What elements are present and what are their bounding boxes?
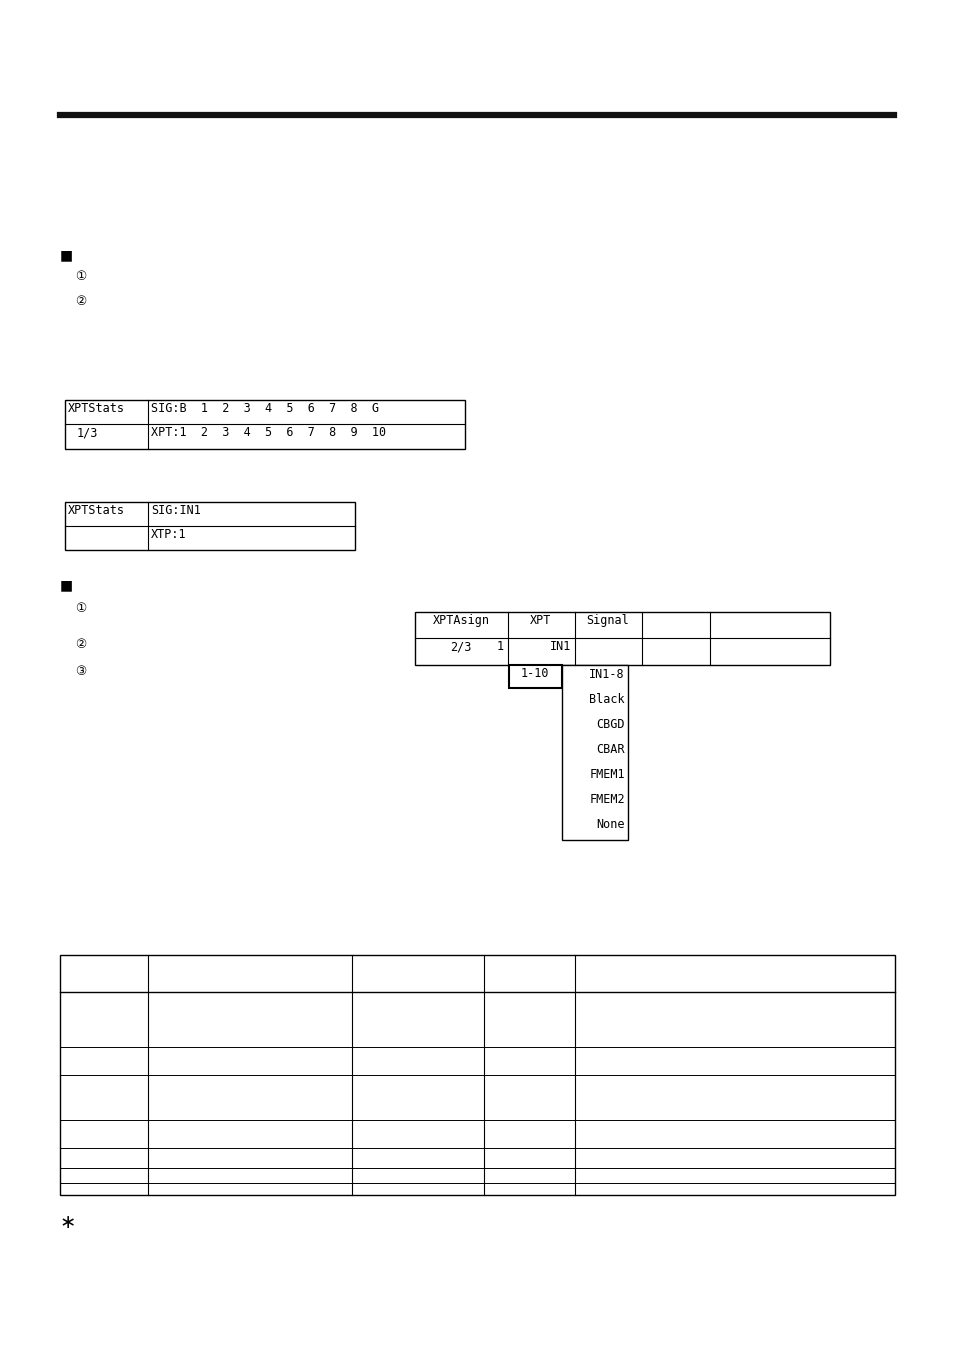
Text: XPTStats: XPTStats [68,504,125,518]
Text: 2/3: 2/3 [450,640,471,652]
Text: Signal: Signal [586,613,629,627]
Text: XTP:1: XTP:1 [151,528,187,541]
FancyBboxPatch shape [415,612,829,665]
Text: SIG:B  1  2  3  4  5  6  7  8  G: SIG:B 1 2 3 4 5 6 7 8 G [151,402,378,415]
Text: XPT: XPT [530,613,551,627]
Text: ■: ■ [60,248,73,262]
Text: ②: ② [75,638,86,651]
Text: ③: ③ [75,665,86,678]
Text: XPT:1  2  3  4  5  6  7  8  9  10: XPT:1 2 3 4 5 6 7 8 9 10 [151,426,386,439]
Text: ∗: ∗ [60,1213,76,1232]
FancyBboxPatch shape [65,400,464,449]
Text: SIG:IN1: SIG:IN1 [151,504,201,518]
FancyBboxPatch shape [60,954,894,1194]
FancyBboxPatch shape [65,501,355,550]
Text: XPTStats: XPTStats [68,402,125,415]
FancyBboxPatch shape [561,665,627,840]
Text: XPTAsign: XPTAsign [432,613,489,627]
Text: ①: ① [75,603,86,615]
Text: 1: 1 [497,640,503,652]
Text: None: None [596,818,624,830]
Text: IN1: IN1 [549,640,571,652]
Text: 1/3: 1/3 [77,426,98,439]
Text: CBAR: CBAR [596,743,624,756]
Text: ②: ② [75,295,86,307]
Text: 1-10: 1-10 [520,667,549,679]
Text: ■: ■ [60,578,73,592]
FancyBboxPatch shape [509,665,561,687]
Text: Black: Black [589,693,624,706]
Text: FMEM2: FMEM2 [589,793,624,806]
FancyBboxPatch shape [60,954,894,992]
Text: FMEM1: FMEM1 [589,768,624,780]
Text: CBGD: CBGD [596,718,624,731]
Text: IN1-8: IN1-8 [589,669,624,681]
Text: ①: ① [75,270,86,283]
